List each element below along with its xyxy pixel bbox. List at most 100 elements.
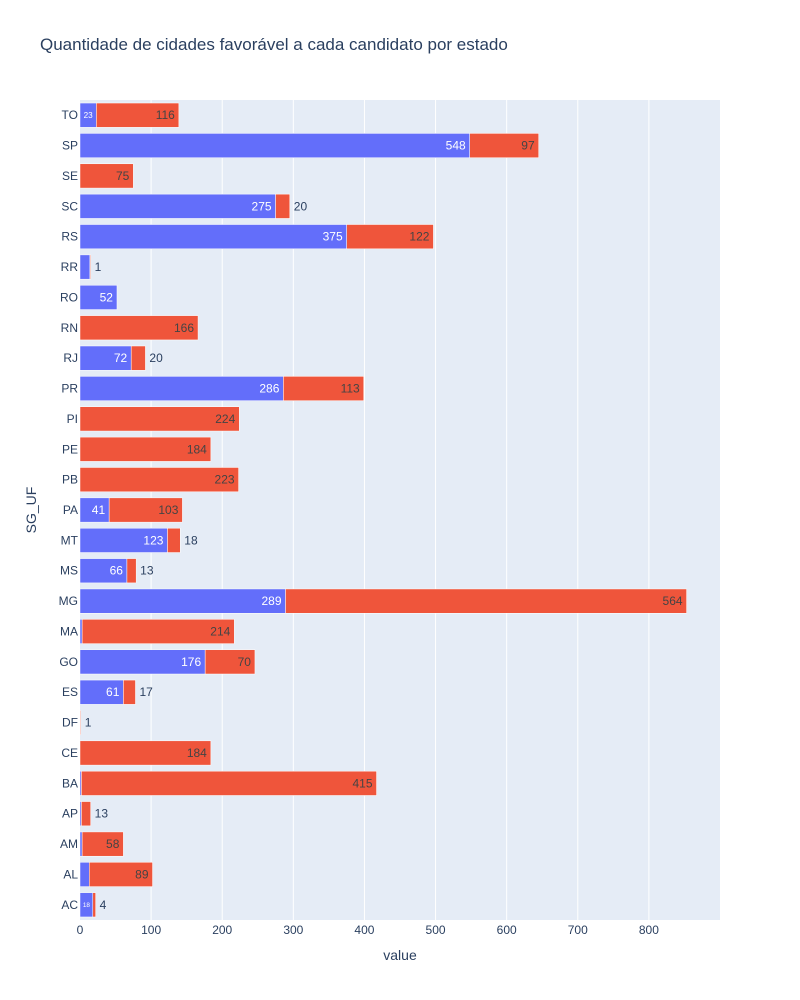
x-tick-labels: 0 100 200 300 400 500 600 700 800	[77, 923, 660, 937]
y-tick-label: DF	[62, 716, 78, 730]
bar-segment	[79, 527, 168, 553]
y-tick-label: RO	[60, 290, 78, 304]
bar-value-label: 89	[135, 867, 149, 881]
bar-value-label: 1	[85, 716, 92, 730]
bar-value-label: 375	[323, 230, 343, 244]
bar-segment	[108, 497, 183, 523]
bar-value-label: 176	[181, 655, 201, 669]
bar-value-label: 286	[259, 382, 279, 396]
bar-segment	[79, 133, 470, 158]
x-tick-label: 500	[426, 923, 446, 937]
bar-value-label: 4	[100, 898, 107, 912]
bar-segment	[79, 163, 134, 189]
bar-segment	[79, 831, 83, 857]
y-tick-label: BA	[62, 776, 78, 790]
x-tick-label: 400	[354, 923, 374, 937]
y-tick-label: MA	[60, 624, 78, 638]
bar-value-label: 70	[238, 655, 252, 669]
y-tick-label: AP	[62, 807, 78, 821]
bar-segment	[88, 862, 153, 887]
bar-value-label: 66	[110, 564, 124, 578]
bar-value-label: 41	[92, 503, 106, 517]
bar-value-label: 123	[143, 533, 163, 547]
bar-segment	[79, 406, 240, 432]
bar-value-label: 113	[341, 382, 360, 396]
bar-segment	[81, 770, 377, 796]
bar-value-label: 72	[114, 351, 128, 365]
bar-segment	[79, 649, 206, 675]
y-tick-label: GO	[59, 655, 78, 669]
bar-segment	[275, 193, 291, 219]
bar-value-label: 20	[149, 351, 163, 365]
y-axis-title: SG_UF	[23, 487, 39, 534]
bar-value-label: 116	[156, 108, 175, 122]
bar-segment	[79, 193, 276, 219]
y-tick-label: AL	[63, 867, 78, 881]
bar-value-label: 20	[294, 199, 308, 213]
bar-value-label: 75	[116, 169, 130, 183]
bar-segment	[204, 649, 256, 675]
bar-segment	[283, 376, 364, 401]
y-tick-label: PE	[62, 442, 78, 456]
bar-value-label: 289	[261, 594, 281, 608]
bar-segment	[81, 801, 91, 827]
bar-segment	[79, 740, 212, 766]
bar-segment	[92, 892, 96, 918]
bar-value-label: 52	[100, 290, 114, 304]
bar-segment	[79, 679, 124, 705]
y-tick-label: TO	[62, 108, 78, 122]
bar-value-label: 415	[353, 776, 373, 790]
y-tick-label: PI	[67, 412, 78, 426]
y-tick-label: SC	[61, 199, 78, 213]
bar-value-label: 18	[83, 902, 91, 909]
bar-segment	[79, 558, 128, 584]
bar-segment	[79, 315, 199, 341]
bar-segment	[167, 527, 181, 553]
bar-value-label: 13	[95, 807, 109, 821]
bar-value-label: 184	[187, 442, 207, 456]
y-tick-label: MT	[61, 533, 79, 547]
bar-segment	[79, 588, 286, 614]
bar-value-label: 13	[140, 564, 154, 578]
bar-value-label: 17	[139, 685, 153, 699]
bar-value-label: 184	[187, 746, 207, 760]
y-tick-label: SP	[62, 139, 78, 153]
bar-value-label: 1	[95, 260, 102, 274]
y-tick-label: CE	[61, 746, 78, 760]
y-tick-label: RN	[61, 321, 78, 335]
chart-title: Quantidade de cidades favorável a cada c…	[40, 35, 508, 54]
x-tick-label: 800	[639, 923, 659, 937]
bar-segment	[79, 467, 239, 493]
bar-value-label: 564	[663, 594, 683, 608]
bar-segment	[123, 679, 136, 705]
bar-value-label: 58	[106, 837, 120, 851]
y-tick-label: PB	[62, 473, 78, 487]
bar-value-label: 214	[210, 624, 230, 638]
y-tick-label: RS	[61, 230, 78, 244]
bar-segment	[285, 588, 687, 614]
bar-segment	[79, 710, 81, 735]
y-tick-label: PA	[63, 503, 78, 517]
bar-value-label: 166	[174, 321, 194, 335]
bar-segment	[346, 224, 434, 250]
x-tick-label: 200	[212, 923, 232, 937]
bar-segment	[79, 376, 284, 401]
bar-segment	[469, 133, 539, 158]
bar-value-label: 224	[215, 412, 235, 426]
x-tick-label: 300	[283, 923, 303, 937]
bar-segment	[81, 619, 235, 644]
bar-value-label: 548	[446, 139, 466, 153]
x-tick-label: 100	[141, 923, 161, 937]
x-tick-label: 700	[568, 923, 588, 937]
bar-segment	[79, 224, 347, 250]
bar-segment	[79, 619, 83, 644]
x-tick-label: 600	[497, 923, 517, 937]
bar-segment	[81, 831, 124, 857]
y-tick-label: ES	[62, 685, 78, 699]
bar-segment	[96, 102, 180, 128]
bar-segment	[79, 436, 212, 462]
bar-value-label: 18	[184, 533, 198, 547]
x-tick-label: 0	[77, 923, 84, 937]
